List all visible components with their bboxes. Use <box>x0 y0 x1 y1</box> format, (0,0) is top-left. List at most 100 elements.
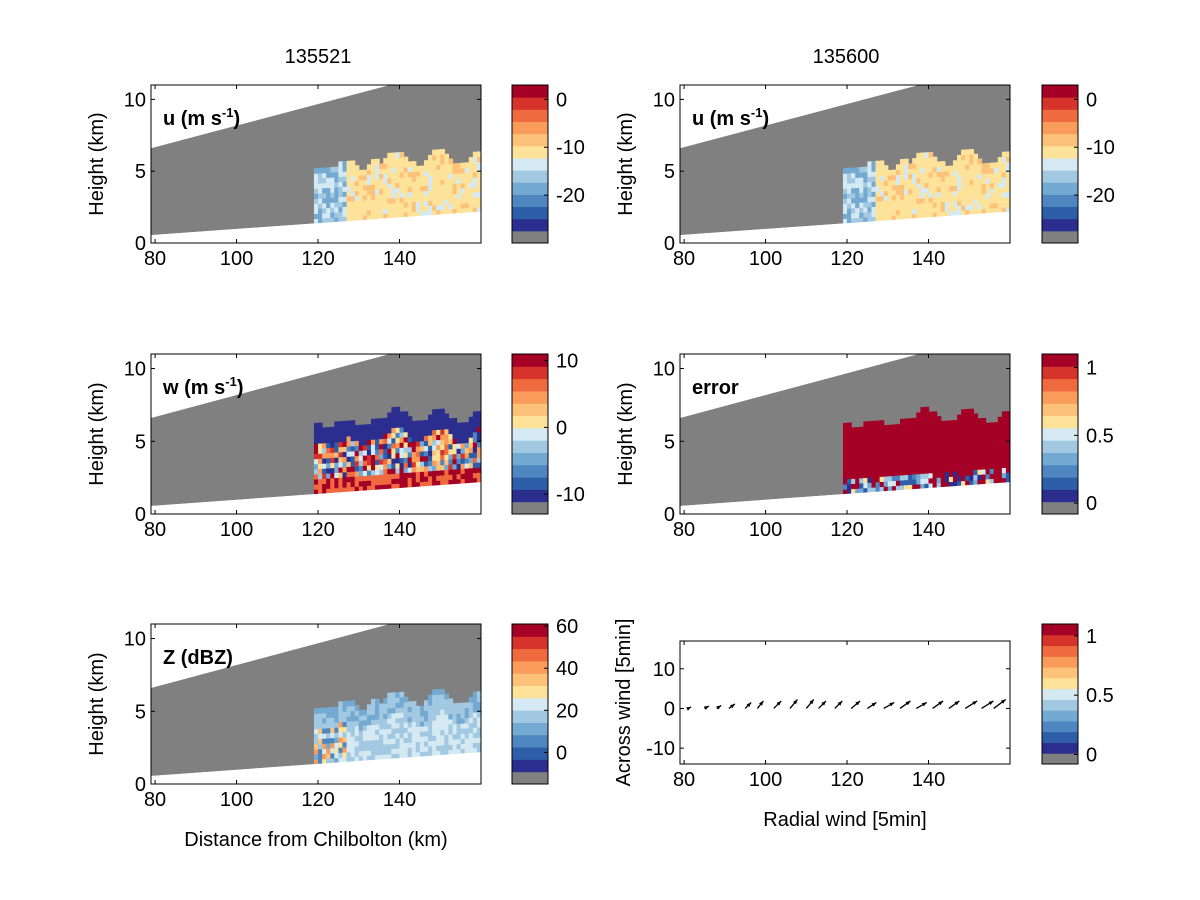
data-cell <box>460 458 466 464</box>
vector-field <box>686 698 1007 711</box>
data-cell <box>985 468 991 475</box>
data-cell <box>900 469 905 476</box>
data-cell <box>468 167 474 173</box>
x-tick-label: 80 <box>144 789 166 811</box>
data-cell <box>961 475 966 482</box>
data-cell <box>887 210 893 216</box>
data-cell <box>936 191 942 198</box>
data-cell <box>936 416 942 422</box>
data-cell <box>411 456 417 463</box>
data-cell <box>957 414 962 421</box>
data-cell <box>464 722 470 729</box>
data-cell <box>403 711 409 718</box>
data-cell <box>908 178 913 185</box>
data-cell <box>928 421 934 428</box>
data-cell <box>366 485 372 491</box>
data-cell <box>354 445 360 452</box>
data-cell <box>419 430 425 437</box>
data-cell <box>322 207 327 214</box>
x-axis-title: Radial wind [5min] <box>763 809 926 831</box>
data-cell <box>871 425 877 432</box>
y-tick-label: 0 <box>664 233 675 255</box>
data-cell <box>432 449 437 456</box>
data-cell <box>375 188 380 195</box>
data-cell <box>440 154 445 160</box>
colorbar-band <box>1042 656 1078 668</box>
data-cell <box>379 418 384 424</box>
data-cell <box>997 432 1003 438</box>
data-cell <box>448 469 454 475</box>
data-cell <box>985 432 991 439</box>
data-cell <box>366 724 372 731</box>
data-cell <box>940 476 946 483</box>
colorbar-band <box>512 194 548 208</box>
data-cell <box>928 462 934 469</box>
data-cell <box>472 462 478 469</box>
data-cell <box>957 175 962 181</box>
column-title-left: 135521 <box>285 46 352 68</box>
data-cell <box>456 448 462 454</box>
data-cell <box>928 212 934 218</box>
data-cell <box>989 187 995 194</box>
y-tick-label: 0 <box>135 504 146 526</box>
data-cell <box>952 440 958 447</box>
data-cell <box>977 163 983 170</box>
colorbar-band <box>1042 182 1078 195</box>
data-cell <box>322 202 327 209</box>
data-cell <box>452 723 458 730</box>
data-cell <box>464 442 470 449</box>
data-cell <box>366 729 372 736</box>
data-cell <box>403 161 409 168</box>
data-cell <box>330 467 335 474</box>
data-cell <box>387 753 392 760</box>
data-cell <box>883 195 889 202</box>
colorbar-band <box>512 648 548 662</box>
data-cell <box>423 455 429 462</box>
data-cell <box>904 178 909 185</box>
data-cell <box>338 757 344 764</box>
data-cell <box>985 427 991 434</box>
data-cell <box>432 189 437 196</box>
data-cell <box>961 189 966 196</box>
data-cell <box>940 426 946 432</box>
data-cell <box>407 196 413 203</box>
data-cell <box>322 177 327 184</box>
data-cell <box>940 482 946 488</box>
data-cell <box>1005 206 1010 213</box>
data-cell <box>908 163 913 170</box>
data-cell <box>464 177 470 184</box>
data-cell <box>366 709 372 716</box>
data-cell <box>313 759 319 765</box>
data-cell <box>313 448 319 455</box>
data-cell <box>985 443 991 449</box>
data-cell <box>444 444 450 450</box>
data-cell <box>859 437 864 443</box>
data-cell <box>448 173 454 180</box>
data-cell <box>916 427 921 434</box>
data-cell <box>973 418 979 425</box>
data-cell <box>924 212 930 219</box>
data-cell <box>334 201 340 208</box>
data-cell <box>358 195 364 201</box>
data-cell <box>313 213 319 220</box>
data-cell <box>895 184 901 191</box>
data-cell <box>969 429 974 435</box>
data-cell <box>847 432 852 439</box>
data-cell <box>313 193 319 199</box>
data-cell <box>362 194 368 201</box>
data-cell <box>993 452 999 459</box>
data-cell <box>957 460 962 467</box>
data-cell <box>375 168 380 175</box>
data-cell <box>330 457 335 464</box>
data-cell <box>395 212 401 219</box>
data-cell <box>879 435 885 442</box>
data-cell <box>379 458 384 465</box>
data-cell <box>428 460 433 467</box>
data-cell <box>916 453 921 459</box>
data-cell <box>847 488 852 495</box>
data-cell <box>415 726 421 732</box>
data-cell <box>375 464 380 470</box>
data-cell <box>863 206 869 213</box>
